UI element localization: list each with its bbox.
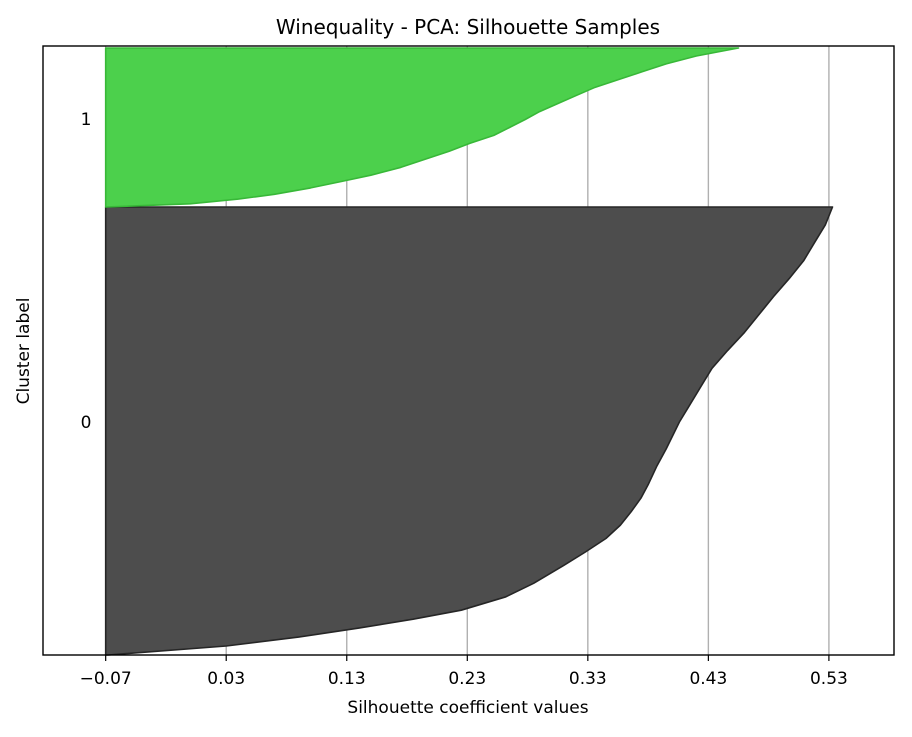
cluster-1-silhouette xyxy=(104,47,740,208)
x-tick-label-4: 0.33 xyxy=(569,669,607,689)
plot-frame xyxy=(42,45,895,656)
cluster-label-0: 0 xyxy=(81,413,92,433)
y-axis-label: Cluster label xyxy=(14,298,34,405)
cluster-0-silhouette xyxy=(104,206,834,656)
cluster-label-1: 1 xyxy=(81,110,92,130)
chart-title: Winequality - PCA: Silhouette Samples xyxy=(276,15,660,39)
x-axis-label: Silhouette coefficient values xyxy=(347,698,588,718)
tick-layer: −0.07 0.03 0.13 0.23 0.33 0.43 0.53 xyxy=(80,655,848,689)
x-tick-label-1: 0.03 xyxy=(207,669,245,689)
x-tick-label-5: 0.43 xyxy=(689,669,727,689)
x-tick-label-0: −0.07 xyxy=(80,669,132,689)
x-tick-label-6: 0.53 xyxy=(810,669,848,689)
cluster-label-layer: 01 xyxy=(81,110,92,433)
x-tick-label-2: 0.13 xyxy=(328,669,366,689)
x-tick-label-3: 0.23 xyxy=(448,669,486,689)
cluster-layer xyxy=(104,47,834,656)
